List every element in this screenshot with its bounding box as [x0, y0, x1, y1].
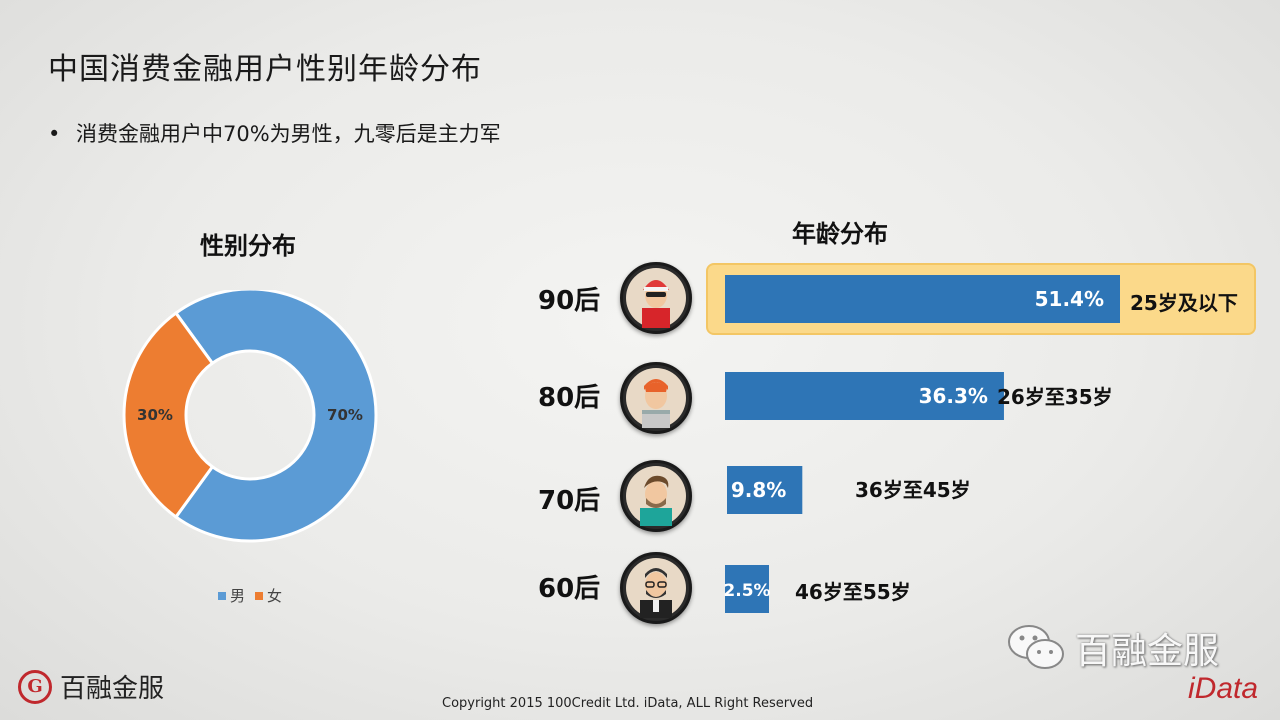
- wechat-icon: [1008, 625, 1064, 669]
- copyright-text: Copyright 2015 100Credit Ltd. iData, ALL…: [442, 696, 814, 711]
- age-label-80s: 80后: [538, 383, 601, 413]
- wechat-watermark: 百融金服: [1005, 622, 1219, 674]
- bullet-point: • 消费金融用户中70%为男性，九零后是主力军: [48, 118, 501, 148]
- idata-brand: iData: [1188, 672, 1259, 705]
- avatar-80s-icon: [620, 362, 692, 434]
- avatar-90s-icon: [620, 262, 692, 334]
- range-label-80s: 26岁至35岁: [997, 385, 1113, 409]
- bar-60s: [725, 565, 769, 613]
- legend-label-male: 男: [230, 587, 246, 605]
- legend-swatch-female: [255, 591, 264, 600]
- age-label-70s: 70后: [538, 486, 601, 516]
- page-title: 中国消费金融用户性别年龄分布: [48, 52, 482, 87]
- bar-value-label-70s: 9.8%: [731, 478, 786, 502]
- age-label-60s: 60后: [538, 574, 601, 604]
- watermark-text: 百融金服: [1075, 631, 1220, 672]
- range-label-70s: 36岁至45岁: [855, 478, 971, 502]
- bullet-dot: •: [48, 122, 61, 146]
- legend-swatch-male: [218, 591, 226, 600]
- footer-logo: G 百融金服: [18, 668, 164, 705]
- bar-value-label-90s: 51.4%: [1035, 287, 1104, 311]
- avatar-60s-icon: [620, 552, 692, 624]
- gender-chart-title: 性别分布: [200, 232, 296, 260]
- range-label-60s: 46岁至55岁: [795, 580, 911, 604]
- range-label-90s: 25岁及以下: [1130, 291, 1238, 315]
- donut-slice-female: [122, 310, 215, 520]
- gender-legend: 男 女: [218, 585, 292, 606]
- age-chart-title: 年龄分布: [792, 220, 888, 248]
- legend-item-female: 女: [255, 585, 282, 606]
- brand-logo-icon: G: [18, 669, 52, 704]
- avatar-70s-icon: [620, 460, 692, 532]
- donut-label-female: 30%: [137, 406, 173, 424]
- bar-80s: [725, 372, 1004, 420]
- bar-value-label-80s: 36.3%: [919, 384, 988, 408]
- donut-label-male: 70%: [327, 406, 363, 424]
- gender-donut-chart: 70% 30%: [122, 290, 378, 543]
- legend-item-male: 男: [218, 585, 245, 606]
- bar-90s: [725, 275, 1120, 323]
- footer-logo-text: 百融金服: [60, 674, 165, 704]
- bullet-text: 消费金融用户中70%为男性，九零后是主力军: [76, 122, 501, 146]
- age-label-90s: 90后: [538, 286, 601, 316]
- bar-70s: [727, 466, 803, 514]
- bar-value-label-60s: 2.5%: [723, 581, 770, 601]
- legend-label-female: 女: [267, 587, 283, 605]
- donut-slice-male: [173, 290, 378, 543]
